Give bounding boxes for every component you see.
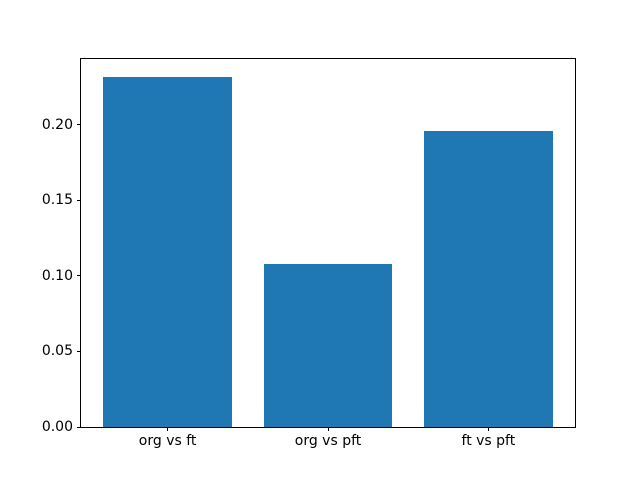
y-tick-mark [77, 275, 81, 277]
y-tick-label: 0.05 [41, 343, 73, 360]
x-tick-label: ft vs pft [461, 433, 516, 449]
y-tick-label: 0.00 [41, 419, 73, 435]
bar-org-vs-ft [103, 76, 232, 427]
x-tick-mark [327, 427, 329, 431]
bar-ft-vs-pft [424, 130, 553, 427]
bar-org-vs-pft [263, 263, 393, 427]
y-tick-mark [77, 350, 81, 352]
plot-area: org vs ft org vs pft ft vs pft 0.00 0.05 0.10… [42, 58, 576, 448]
y-tick-mark [77, 426, 81, 428]
x-tick-mark [487, 427, 489, 431]
y-tick-label: 0.20 [41, 116, 73, 133]
y-tick-label: 0.15 [41, 192, 73, 209]
y-tick-label: 0.10 [41, 267, 73, 284]
y-tick-mark [77, 199, 81, 201]
x-tick-mark [167, 427, 169, 431]
y-tick-mark [77, 124, 81, 126]
x-tick-label: org vs ft [138, 433, 197, 449]
x-tick-label: org vs pft [294, 433, 362, 449]
